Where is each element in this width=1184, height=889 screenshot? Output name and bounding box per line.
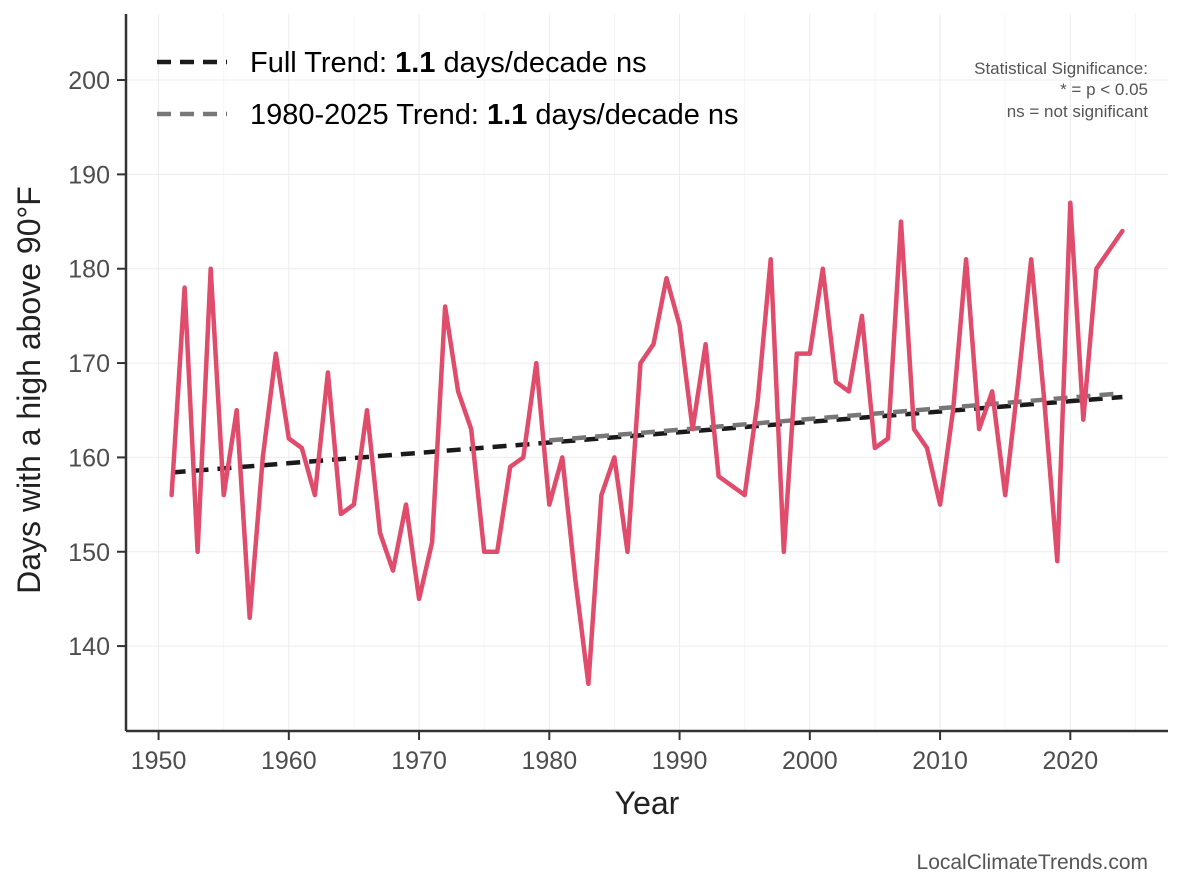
significance-title: Statistical Significance: bbox=[974, 59, 1148, 78]
legend-recent-trend-suffix: days/decade ns bbox=[527, 99, 738, 131]
significance-line-2: ns = not significant bbox=[1007, 102, 1149, 121]
y-tick-label: 200 bbox=[68, 67, 110, 95]
grid bbox=[126, 14, 1168, 731]
x-tick-label: 1970 bbox=[391, 747, 447, 775]
y-tick-label: 150 bbox=[68, 539, 110, 567]
legend-full-trend-prefix: Full Trend: bbox=[250, 47, 395, 79]
legend-recent-trend-prefix: 1980-2025 Trend: bbox=[250, 99, 487, 131]
x-tick-label: 1960 bbox=[261, 747, 317, 775]
significance-line-1: * = p < 0.05 bbox=[1060, 80, 1148, 99]
y-tick-label: 170 bbox=[68, 350, 110, 378]
legend-full-trend-suffix: days/decade ns bbox=[435, 47, 646, 79]
y-tick-label: 160 bbox=[68, 444, 110, 472]
legend-label-recent-trend: 1980-2025 Trend: 1.1 days/decade ns bbox=[250, 99, 739, 131]
data-series bbox=[169, 200, 1125, 687]
x-tick-label: 1980 bbox=[522, 747, 578, 775]
x-tick-label: 2010 bbox=[912, 747, 968, 775]
significance-note: Statistical Significance: * = p < 0.05 n… bbox=[974, 59, 1148, 121]
x-axis-ticks: 1950 1960 1970 1980 1990 2000 2010 2020 bbox=[131, 731, 1098, 775]
legend-full-trend-value: 1.1 bbox=[395, 47, 435, 79]
y-tick-label: 140 bbox=[68, 633, 110, 661]
recent-trend-line bbox=[549, 391, 1123, 443]
legend-label-full-trend: Full Trend: 1.1 days/decade ns bbox=[250, 47, 647, 79]
y-tick-label: 180 bbox=[68, 256, 110, 284]
source-credit: LocalClimateTrends.com bbox=[917, 851, 1148, 874]
x-tick-label: 2000 bbox=[782, 747, 838, 775]
y-axis-title: Days with a high above 90°F bbox=[11, 186, 47, 594]
x-tick-label: 1990 bbox=[652, 747, 708, 775]
y-tick-label: 190 bbox=[68, 161, 110, 189]
trend-lines bbox=[171, 391, 1123, 475]
y-axis-ticks: 140 150 160 170 180 190 200 bbox=[68, 67, 126, 661]
x-axis-title: Year bbox=[615, 785, 680, 821]
x-tick-label: 1950 bbox=[131, 747, 187, 775]
legend: Full Trend: 1.1 days/decade ns 1980-2025… bbox=[157, 47, 739, 131]
legend-recent-trend-value: 1.1 bbox=[487, 99, 527, 131]
full-trend-line bbox=[171, 394, 1123, 475]
series-line bbox=[169, 200, 1125, 687]
x-tick-label: 2020 bbox=[1043, 747, 1099, 775]
